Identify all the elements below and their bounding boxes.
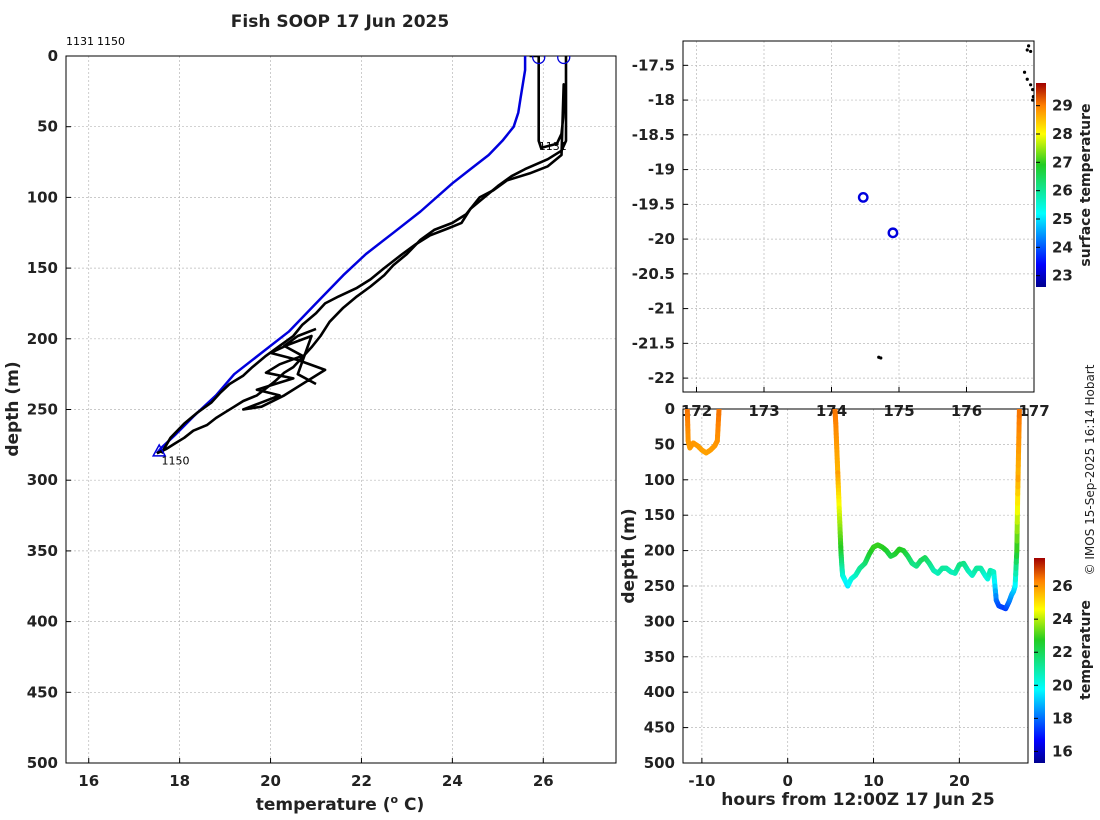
temperature-colorbar-tick-label: 24 (1052, 610, 1073, 628)
profile-annotation: 1150 (161, 455, 189, 468)
map-track-dot (1027, 44, 1031, 48)
temperature-colorbar-label: temperature (1078, 600, 1094, 700)
profile-marker-start-1 (532, 56, 546, 65)
map-y-tick-label: -20.5 (632, 265, 675, 283)
map-track-dot (1031, 95, 1034, 99)
timeseries-y-tick-label: 0 (665, 400, 675, 418)
surface-colorbar-tick-label: 28 (1052, 125, 1073, 143)
temperature-colorbar-tick-label: 20 (1052, 676, 1073, 694)
timeseries-y-tick-label: 300 (644, 612, 675, 630)
surface-colorbar-tick-label: 29 (1052, 97, 1073, 115)
profile-y-tick-label: 250 (27, 401, 58, 419)
timeseries-y-tick-label: 250 (644, 577, 675, 595)
surface-colorbar-tick-label: 23 (1052, 267, 1073, 285)
profile-line-reference (155, 56, 527, 455)
map-track-dot (1029, 83, 1033, 87)
surface-colorbar-tick-label: 25 (1052, 210, 1073, 228)
temperature-colorbar (1034, 558, 1045, 763)
timeseries-y-tick-label: 150 (644, 506, 675, 524)
map-x-tick-label: 173 (748, 402, 779, 420)
surface-colorbar-label: surface temperature (1078, 103, 1094, 266)
temperature-colorbar-tick-label: 26 (1052, 577, 1073, 595)
map-y-tick-label: -22 (648, 369, 675, 387)
map-x-tick-label: 177 (1018, 402, 1049, 420)
map-station-marker (887, 227, 899, 239)
profile-x-tick-label: 18 (169, 772, 190, 790)
timeseries-y-label: depth (m) (619, 508, 639, 603)
profile-panel: 16 18 20 22 24 26 0 50 100 150 200 250 300 350 400 450 5… (3, 35, 617, 815)
profile-axes-box (65, 55, 617, 764)
profile-y-tick-label: 350 (27, 542, 58, 560)
timeseries-x-tick-label: 20 (949, 772, 970, 790)
map-y-tick-label: -21.5 (632, 334, 675, 352)
map-y-tick-label: -20 (648, 230, 675, 248)
map-y-tick-label: -17.5 (632, 56, 675, 74)
profile-y-label: depth (m) (3, 361, 23, 456)
surface-colorbar-tick-label: 24 (1052, 238, 1073, 256)
profile-y-tick-label: 0 (48, 47, 58, 65)
profile-top-label-2: 1150 (97, 35, 125, 48)
timeseries-x-label: hours from 12:00Z 17 Jun 25 (721, 790, 994, 810)
timeseries-y-tick-label: 400 (644, 683, 675, 701)
timeseries-x-tick-label: 0 (782, 772, 792, 790)
temperature-colorbar-tick-label: 22 (1052, 643, 1073, 661)
timeseries-x-tick-label: -10 (688, 772, 715, 790)
map-panel: 172 173 174 175 176 177-17.5-18-18.5-19-19.5-… (632, 40, 1094, 420)
profile-line-tow-3 (242, 327, 327, 411)
profile-line-tow-2 (160, 56, 568, 454)
profile-top-label-1: 1131 (66, 35, 94, 48)
profile-y-tick-label: 450 (27, 683, 58, 701)
map-track-dot (1029, 49, 1033, 54)
map-axes-box (682, 40, 1035, 393)
profile-x-tick-label: 16 (78, 772, 99, 790)
profile-y-tick-label: 500 (27, 754, 58, 772)
map-track-dot (879, 356, 883, 360)
map-station-marker (857, 191, 869, 203)
profile-annotation: 1131 (539, 140, 567, 153)
profile-line-tow-1 (156, 56, 566, 455)
timeseries-x-tick-label: 10 (863, 772, 884, 790)
map-x-tick-label: 176 (951, 402, 982, 420)
map-track-dot (1025, 77, 1029, 81)
profile-y-tick-label: 150 (27, 259, 58, 277)
timeseries-y-tick-label: 200 (644, 542, 675, 560)
timeseries-y-tick-label: 50 (654, 435, 675, 453)
timeseries-y-tick-label: 500 (644, 754, 675, 772)
profile-x-tick-label: 22 (351, 772, 372, 790)
map-y-tick-label: -19.5 (632, 195, 675, 213)
profile-y-tick-label: 200 (27, 330, 58, 348)
timeseries-y-tick-label: 350 (644, 648, 675, 666)
profile-y-tick-label: 100 (27, 188, 58, 206)
map-x-tick-label: 174 (816, 402, 847, 420)
map-y-tick-label: -18.5 (632, 126, 675, 144)
map-y-tick-label: -21 (648, 300, 675, 318)
profile-x-tick-label: 26 (533, 772, 554, 790)
temperature-colorbar-tick-label: 18 (1052, 709, 1073, 727)
profile-y-tick-label: 50 (37, 118, 58, 136)
map-y-tick-label: -18 (648, 91, 675, 109)
profile-end-marker (151, 443, 167, 457)
profile-y-tick-label: 300 (27, 471, 58, 489)
surface-colorbar-tick-label: 26 (1052, 182, 1073, 200)
profile-x-label: temperature (o C) (256, 793, 425, 815)
map-track-dot (1031, 98, 1034, 102)
timeseries-y-tick-label: 100 (644, 471, 675, 489)
copyright-text: © IMOS 15-Sep-2025 16:14 Hobart (1083, 364, 1097, 575)
map-track-dot (1022, 70, 1027, 74)
temperature-colorbar-tick-label: 16 (1052, 742, 1073, 760)
profile-marker-start-2 (557, 56, 571, 65)
profile-x-tick-label: 24 (442, 772, 463, 790)
profile-x-tick-label: 20 (260, 772, 281, 790)
map-track-dot (1031, 88, 1034, 92)
timeseries-y-tick-label: 450 (644, 719, 675, 737)
surface-colorbar (1036, 83, 1046, 287)
map-x-tick-label: 175 (883, 402, 914, 420)
map-y-tick-label: -19 (648, 161, 675, 179)
surface-colorbar-tick-label: 27 (1052, 153, 1073, 171)
profile-y-tick-label: 400 (27, 613, 58, 631)
map-track-dot (1025, 48, 1029, 52)
chart-title: Fish SOOP 17 Jun 2025 (231, 12, 449, 32)
